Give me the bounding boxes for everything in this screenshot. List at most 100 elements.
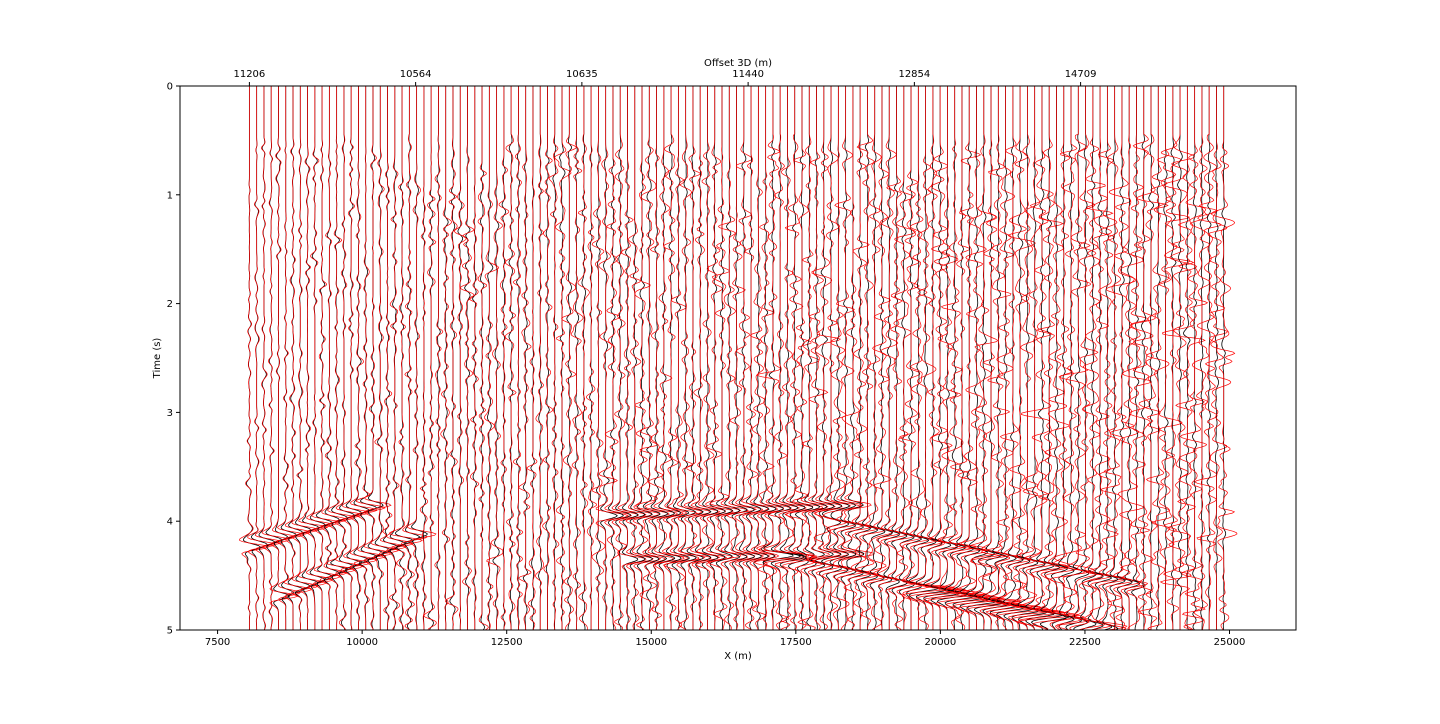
trace-red [886,86,916,631]
trace-red [1204,86,1232,630]
x-tick-label: 7500 [205,637,230,648]
trace-red [907,86,966,631]
x-tick-label: 22500 [1069,637,1101,648]
trace-red [512,86,524,631]
trace-black [258,86,276,631]
trace-black [273,86,291,630]
trace-red [1016,86,1079,631]
y-tick-label: 3 [167,408,173,419]
trace-red [704,86,735,630]
trace-red [945,86,1000,631]
trace-red [535,86,545,630]
trace-black [876,86,893,631]
trace-red [591,86,606,630]
trace-red [822,86,861,630]
trace-red [484,86,500,631]
trace-red [604,86,633,631]
trace-red [1097,86,1127,631]
trace-red [653,86,685,630]
trace-red [954,86,1022,630]
trace-red [899,86,931,630]
trace-red [1075,86,1106,631]
trace-red [1086,86,1128,631]
trace-red [254,86,284,631]
trace-black [1156,86,1161,631]
trace-red [1054,86,1096,631]
trace-red [518,86,532,631]
trace-red [595,86,629,630]
trace-red [679,86,712,630]
trace-red [334,86,364,631]
trace-red [922,86,978,630]
trace-red [325,86,356,630]
trace-red [797,86,829,631]
trace-red [1106,86,1141,631]
trace-red [261,86,290,631]
x-axis-label: X (m) [724,651,752,662]
trace-red [617,86,647,631]
trace-red [378,86,407,630]
x-tick-label: 25000 [1214,637,1246,648]
trace-red [363,86,394,631]
top-tick-label: 12854 [898,69,930,80]
y-tick-label: 5 [167,626,173,637]
trace-red [453,86,467,630]
trace-black [753,86,770,631]
y-tick-label: 1 [167,190,173,201]
trace-black [411,86,428,631]
trace-red [662,86,700,631]
trace-red [935,86,993,631]
plot-frame [179,85,1297,631]
trace-black [395,86,414,631]
trace-red [1179,86,1209,631]
trace-black [1221,86,1227,631]
trace-black [1124,86,1140,630]
trace-red [577,86,590,631]
trace-red [872,86,902,631]
trace-red [734,86,764,631]
trace-red [542,86,554,630]
trace-red [853,86,886,631]
trace-red [662,86,689,630]
trace-red [1128,86,1156,631]
trace-black [1176,86,1184,630]
trace-black [545,86,550,630]
trace-red [477,86,489,631]
top-tick-label: 11206 [233,69,265,80]
trace-black [294,86,312,631]
trace-red [976,86,1018,631]
trace-black [815,86,835,631]
trace-black [323,86,340,630]
trace-red [349,86,378,630]
trace-red [952,86,1006,630]
trace-red [1049,86,1086,631]
trace-black [861,86,879,631]
trace-black [908,86,940,630]
trace-red [676,86,706,631]
trace-black [650,86,669,631]
trace-black [301,86,320,630]
trace-black [1065,86,1083,631]
trace-red [784,86,824,631]
trace-red [561,86,577,631]
trace-red [247,86,277,630]
trace-red [864,86,893,631]
trace-red [876,86,908,630]
trace-red [319,86,348,630]
trace-red [419,86,429,630]
trace-red [548,86,560,631]
trace-red [1032,86,1086,631]
trace-black [607,86,624,631]
trace-red [585,86,597,630]
trace-red [386,86,414,631]
trace-red [570,86,584,630]
trace-black [1102,86,1119,631]
trace-red [1210,86,1238,631]
trace-red [1100,86,1135,631]
trace-red [370,86,399,630]
trace-black [1170,86,1177,630]
trace-red [756,86,785,631]
trace-red [1044,86,1079,631]
trace-red [354,86,387,630]
